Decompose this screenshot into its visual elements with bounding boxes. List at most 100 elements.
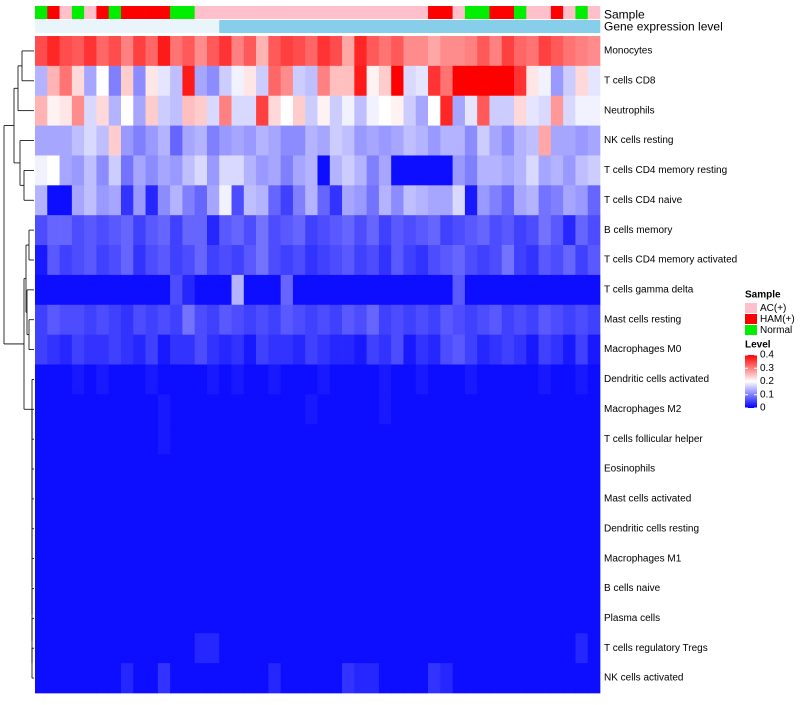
heatmap-cell <box>526 603 539 634</box>
heatmap-cell <box>59 424 73 455</box>
heatmap-cell <box>538 65 552 97</box>
heatmap-cell <box>280 65 294 97</box>
expression-annotation-cell <box>366 20 380 33</box>
heatmap-cell <box>194 364 208 395</box>
heatmap-cell <box>538 155 552 186</box>
heatmap-cell <box>182 364 196 395</box>
heatmap-cell <box>354 454 367 485</box>
heatmap-cell <box>194 603 208 634</box>
heatmap-cell <box>329 36 343 67</box>
heatmap-cell <box>145 603 159 634</box>
heatmap-cell <box>526 215 539 246</box>
heatmap-cell <box>366 215 380 246</box>
heatmap-cell <box>329 95 343 126</box>
heatmap-cell <box>575 215 589 246</box>
heatmap-cell <box>391 304 404 335</box>
heatmap-cell <box>489 65 503 97</box>
heatmap-cell <box>501 483 515 515</box>
heatmap-cell <box>563 185 576 216</box>
heatmap-cell <box>219 364 232 395</box>
heatmap-cell <box>256 633 269 664</box>
sample-annotation-cell <box>243 6 257 19</box>
heatmap-cell <box>71 543 85 574</box>
heatmap-cell <box>329 125 343 156</box>
expression-annotation-cell <box>292 20 306 33</box>
heatmap-cell <box>550 95 564 126</box>
heatmap-cell <box>477 513 490 545</box>
heatmap-cell <box>538 334 552 365</box>
heatmap-cell <box>243 633 257 664</box>
heatmap-cell <box>84 424 97 455</box>
sample-annotation-cell <box>428 6 441 19</box>
heatmap-cell <box>35 663 48 694</box>
expression-annotation-cell <box>391 20 404 33</box>
heatmap-cell <box>464 274 478 306</box>
row-label: Plasma cells <box>604 613 660 624</box>
heatmap-cell <box>514 245 527 276</box>
heatmap-cell <box>305 603 318 634</box>
level-tick-label: 0 <box>760 403 766 414</box>
heatmap-cell <box>182 334 196 365</box>
heatmap-cell <box>575 483 589 515</box>
heatmap-cell <box>219 334 232 365</box>
heatmap-cell <box>182 424 196 455</box>
heatmap-cell <box>514 334 527 365</box>
heatmap-cell <box>428 424 441 455</box>
heatmap-cell <box>256 603 269 634</box>
heatmap-cell <box>415 125 429 156</box>
heatmap-cell <box>378 633 392 664</box>
heatmap-cell <box>268 304 282 335</box>
heatmap-cell <box>256 65 269 97</box>
heatmap-cell <box>231 513 245 545</box>
heatmap-cell <box>194 483 208 515</box>
heatmap-cell <box>452 483 466 515</box>
sample-annotation-cell <box>133 6 146 19</box>
heatmap-cell <box>243 663 257 694</box>
heatmap-cell <box>157 543 171 574</box>
heatmap-cell <box>489 483 503 515</box>
heatmap-cell <box>194 573 208 604</box>
heatmap-cell <box>194 95 208 126</box>
heatmap-cell <box>268 155 282 186</box>
heatmap-cell <box>440 513 453 545</box>
heatmap-cell <box>587 513 601 545</box>
heatmap-cell <box>157 633 171 664</box>
heatmap-cell <box>256 36 269 67</box>
heatmap-cell <box>329 245 343 276</box>
heatmap-cell <box>587 424 601 455</box>
heatmap-cell <box>526 424 539 455</box>
heatmap-cell <box>256 424 269 455</box>
level-legend-ticks: 0.4 0.3 0.2 0.1 0 <box>745 350 774 414</box>
heatmap-cell <box>47 274 60 306</box>
heatmap-cell <box>84 334 97 365</box>
heatmap-cell <box>108 603 122 634</box>
heatmap-cell <box>440 125 453 156</box>
heatmap-cell <box>391 454 404 485</box>
heatmap-cell <box>415 454 429 485</box>
heatmap-cell <box>428 304 441 335</box>
heatmap-cell <box>354 513 367 545</box>
heatmap-cell <box>256 394 269 425</box>
heatmap-cell <box>108 215 122 246</box>
heatmap-cell <box>243 95 257 126</box>
heatmap-cell <box>96 125 110 156</box>
heatmap-cell <box>354 573 367 604</box>
heatmap-cell <box>329 633 343 664</box>
heatmap-cell <box>182 513 196 545</box>
heatmap-cell <box>305 483 318 515</box>
heatmap-cell <box>403 334 417 365</box>
heatmap-cell <box>84 633 97 664</box>
heatmap-cell <box>354 125 367 156</box>
heatmap-cell <box>366 603 380 634</box>
heatmap-cell <box>59 663 73 694</box>
expression-annotation-cell <box>329 20 343 33</box>
heatmap-cell <box>133 573 146 604</box>
heatmap-cell <box>575 245 589 276</box>
heatmap-cell <box>366 633 380 664</box>
heatmap-cell <box>514 424 527 455</box>
heatmap-cell <box>59 245 73 276</box>
heatmap-cell <box>366 65 380 97</box>
heatmap-cell <box>587 125 601 156</box>
heatmap-cell <box>514 603 527 634</box>
heatmap-cell <box>366 573 380 604</box>
